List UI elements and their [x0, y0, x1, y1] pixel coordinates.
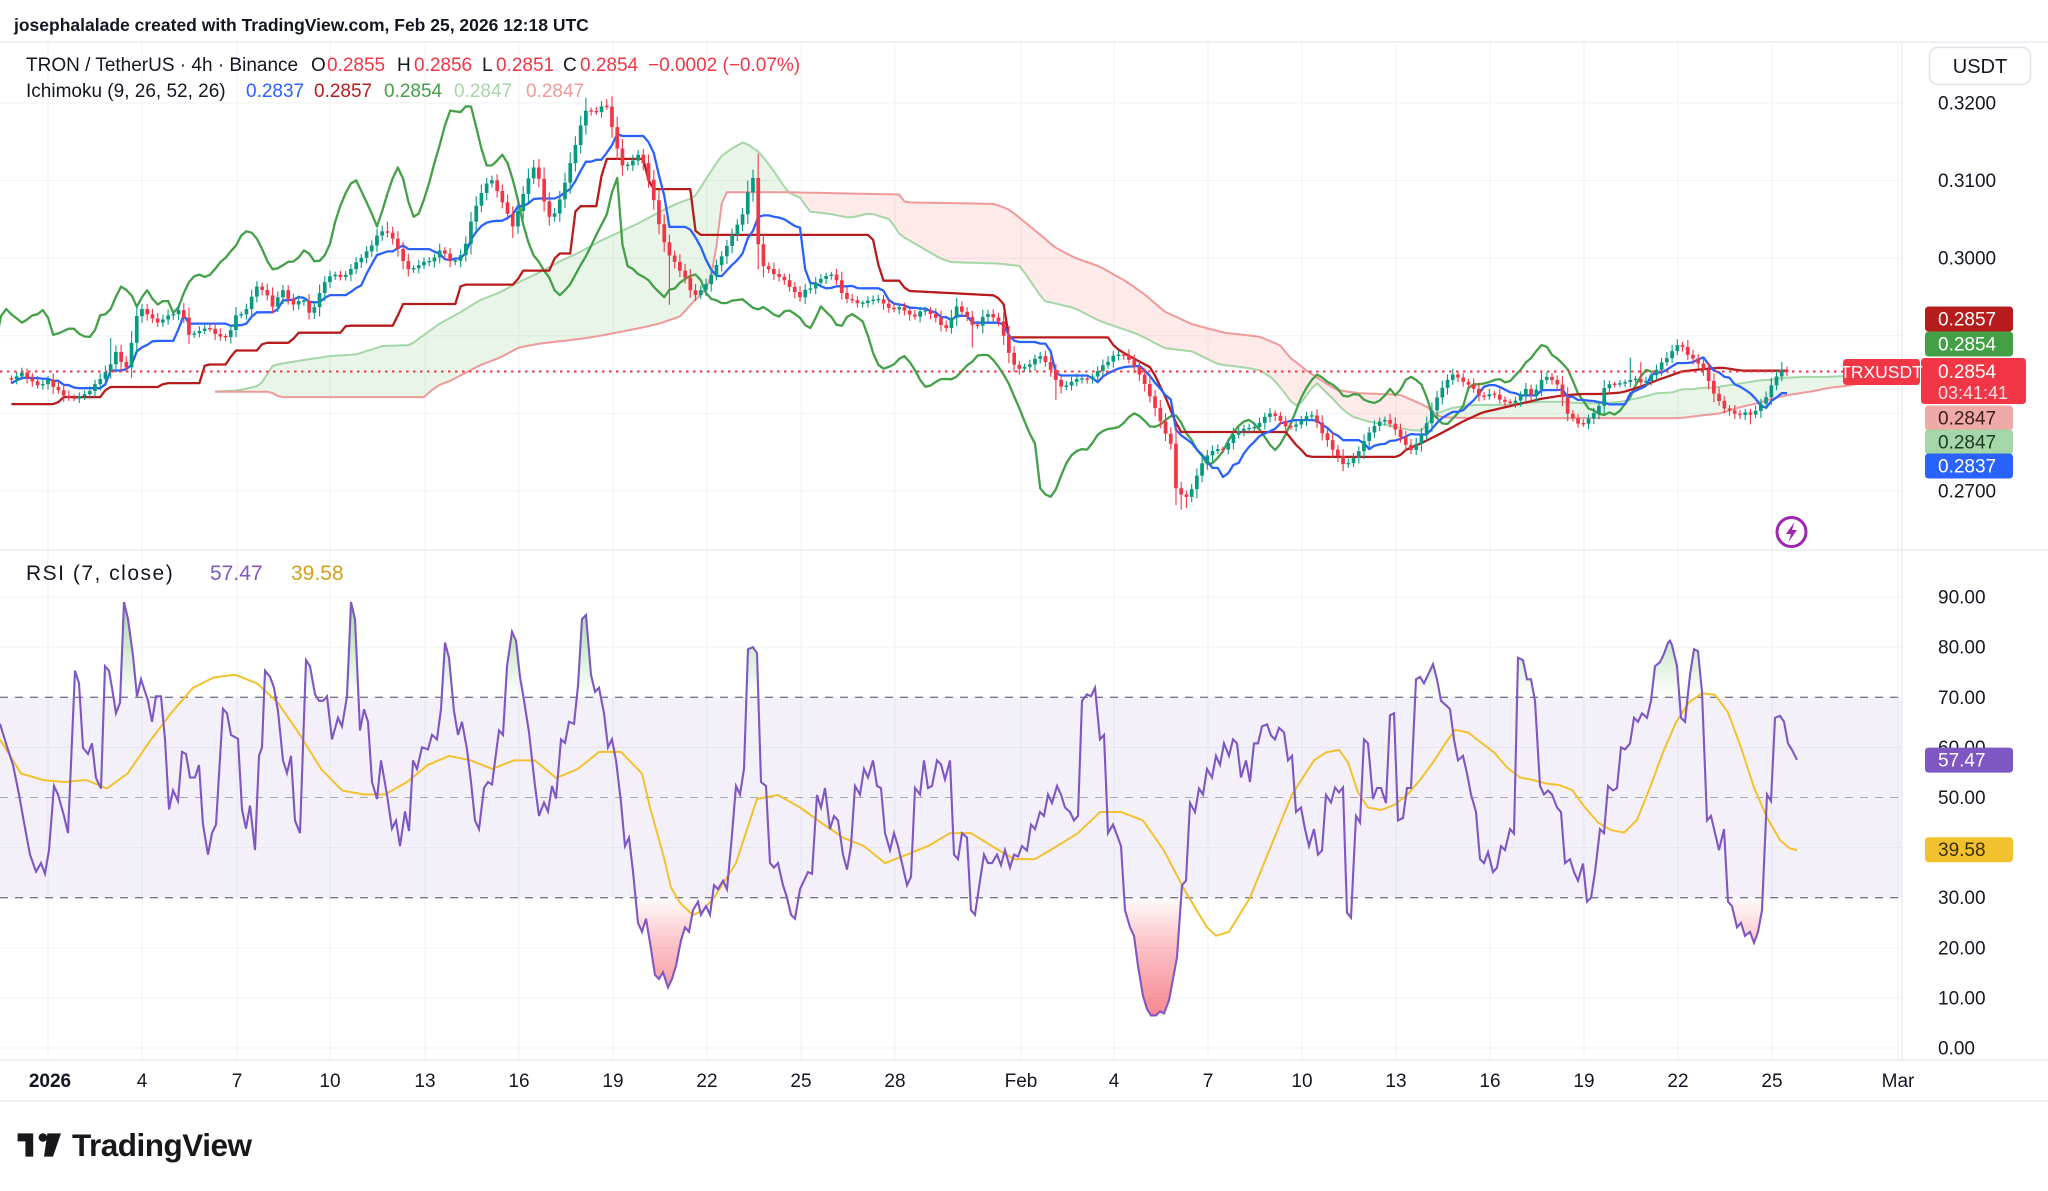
svg-text:90.00: 90.00 — [1938, 588, 1986, 609]
svg-text:TradingView: TradingView — [72, 1127, 252, 1163]
svg-text:13: 13 — [1385, 1071, 1406, 1092]
svg-text:O: O — [311, 55, 326, 76]
svg-text:19: 19 — [1573, 1071, 1594, 1092]
svg-text:TRXUSDT: TRXUSDT — [1840, 362, 1923, 382]
svg-text:4: 4 — [1109, 1071, 1120, 1092]
svg-text:0.2855: 0.2855 — [327, 55, 385, 76]
svg-text:0.2857: 0.2857 — [314, 81, 372, 102]
svg-text:0.2854: 0.2854 — [1938, 362, 1997, 383]
svg-text:39.58: 39.58 — [1938, 840, 1986, 861]
svg-text:22: 22 — [1667, 1071, 1688, 1092]
svg-text:19: 19 — [602, 1071, 623, 1092]
svg-text:Feb: Feb — [1005, 1071, 1038, 1092]
svg-text:0.00: 0.00 — [1938, 1039, 1975, 1060]
svg-text:7: 7 — [1203, 1071, 1214, 1092]
svg-text:0.3000: 0.3000 — [1938, 249, 1996, 270]
svg-text:10: 10 — [319, 1071, 340, 1092]
svg-text:Ichimoku (9, 26, 52, 26): Ichimoku (9, 26, 52, 26) — [26, 81, 226, 102]
svg-text:57.47: 57.47 — [1938, 751, 1986, 772]
svg-text:0.2837: 0.2837 — [1938, 457, 1996, 478]
svg-text:20.00: 20.00 — [1938, 938, 1986, 959]
svg-text:Mar: Mar — [1882, 1071, 1915, 1092]
svg-text:0.2857: 0.2857 — [1938, 310, 1996, 331]
svg-text:10: 10 — [1291, 1071, 1312, 1092]
svg-text:25: 25 — [1761, 1071, 1782, 1092]
svg-text:L: L — [482, 55, 493, 76]
svg-text:16: 16 — [1479, 1071, 1500, 1092]
svg-text:0.2851: 0.2851 — [496, 55, 554, 76]
svg-text:0.2847: 0.2847 — [526, 81, 584, 102]
svg-text:10.00: 10.00 — [1938, 988, 1986, 1009]
svg-text:57.47: 57.47 — [210, 562, 263, 585]
svg-text:2026: 2026 — [29, 1071, 71, 1092]
svg-text:−0.0002 (−0.07%): −0.0002 (−0.07%) — [648, 55, 800, 76]
svg-text:0.3100: 0.3100 — [1938, 171, 1996, 192]
svg-text:22: 22 — [696, 1071, 717, 1092]
svg-text:USDT: USDT — [1953, 56, 2007, 78]
svg-text:80.00: 80.00 — [1938, 638, 1986, 659]
svg-text:0.2854: 0.2854 — [580, 55, 639, 76]
svg-text:C: C — [563, 55, 577, 76]
svg-text:7: 7 — [232, 1071, 243, 1092]
svg-text:28: 28 — [884, 1071, 905, 1092]
svg-text:25: 25 — [790, 1071, 811, 1092]
svg-text:4: 4 — [137, 1071, 148, 1092]
svg-text:0.2700: 0.2700 — [1938, 482, 1996, 503]
svg-text:70.00: 70.00 — [1938, 688, 1986, 709]
svg-text:0.2847: 0.2847 — [1938, 433, 1996, 454]
svg-text:H: H — [397, 55, 411, 76]
svg-text:0.2854: 0.2854 — [1938, 335, 1997, 356]
svg-text:50.00: 50.00 — [1938, 788, 1986, 809]
svg-text:39.58: 39.58 — [291, 562, 344, 585]
svg-text:0.2847: 0.2847 — [454, 81, 512, 102]
svg-text:03:41:41: 03:41:41 — [1938, 383, 2008, 403]
svg-text:30.00: 30.00 — [1938, 888, 1986, 909]
svg-text:josephalalade created with Tra: josephalalade created with TradingView.c… — [13, 15, 589, 35]
svg-text:13: 13 — [414, 1071, 435, 1092]
svg-text:0.2847: 0.2847 — [1938, 409, 1996, 430]
svg-text:RSI (7, close): RSI (7, close) — [26, 562, 174, 585]
svg-text:0.2854: 0.2854 — [384, 81, 443, 102]
svg-text:16: 16 — [508, 1071, 529, 1092]
svg-text:TRON / TetherUS · 4h · Binance: TRON / TetherUS · 4h · Binance — [26, 55, 298, 76]
svg-text:0.2856: 0.2856 — [414, 55, 472, 76]
svg-text:0.3200: 0.3200 — [1938, 94, 1996, 115]
svg-text:0.2837: 0.2837 — [246, 81, 304, 102]
